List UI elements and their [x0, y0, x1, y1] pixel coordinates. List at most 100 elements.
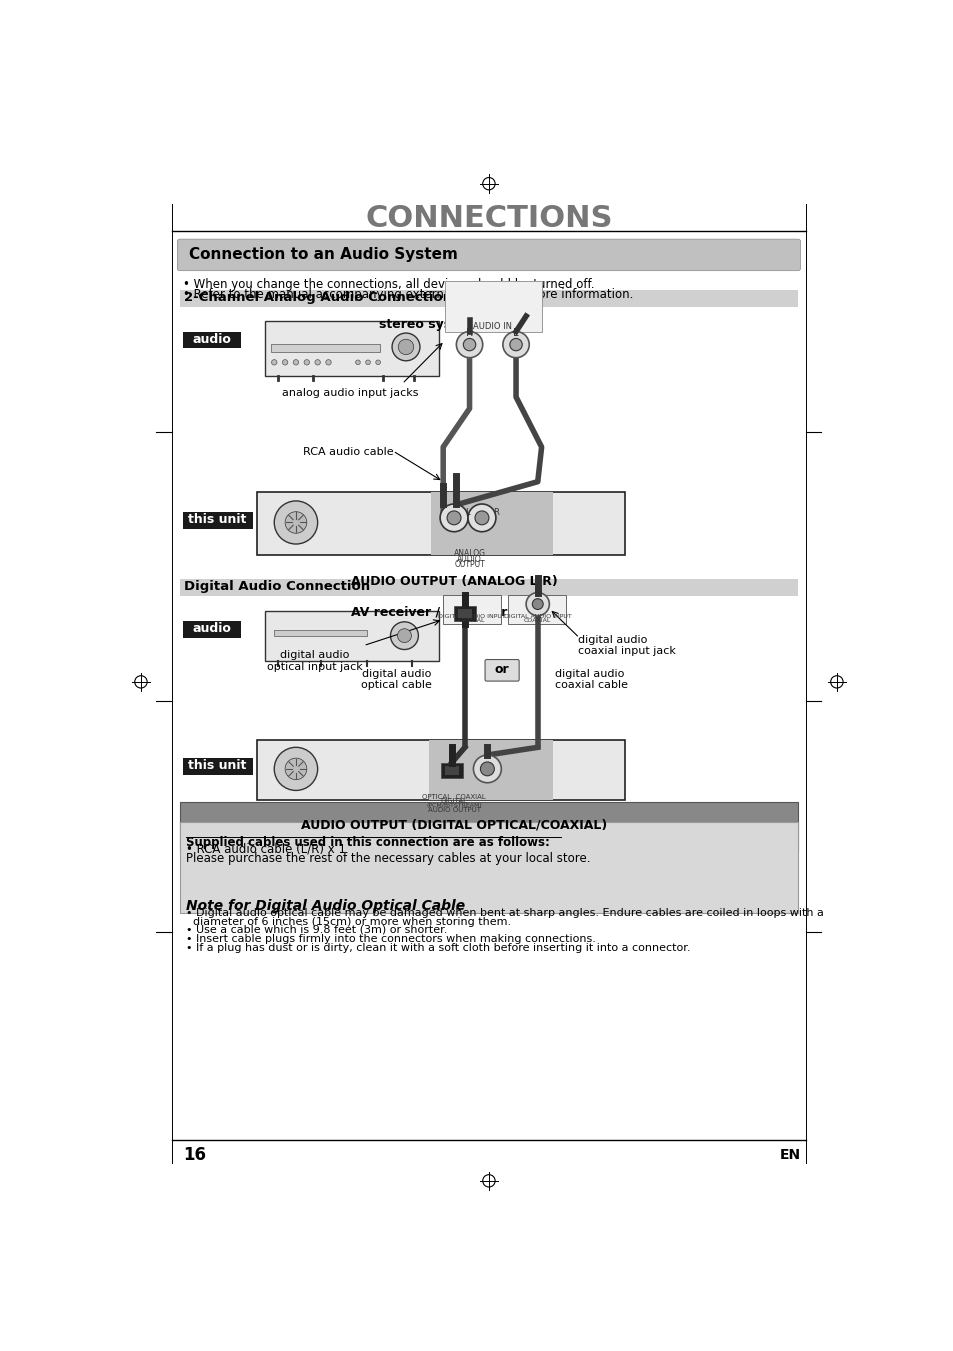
Text: digital audio
optical cable: digital audio optical cable — [361, 669, 432, 690]
Text: digital audio
coaxial input jack: digital audio coaxial input jack — [578, 635, 676, 657]
Text: L: L — [513, 328, 518, 338]
Circle shape — [447, 511, 460, 524]
Text: Digital Audio Connection: Digital Audio Connection — [184, 580, 370, 593]
Text: AUDIO OUTPUT (DIGITAL OPTICAL/COAXIAL): AUDIO OUTPUT (DIGITAL OPTICAL/COAXIAL) — [300, 819, 606, 831]
Text: • If a plug has dust or is dirty, clean it with a soft cloth before inserting it: • If a plug has dust or is dirty, clean … — [186, 943, 690, 952]
Text: ANALOG: ANALOG — [453, 550, 485, 558]
Text: digital audio
coaxial cable: digital audio coaxial cable — [555, 669, 627, 690]
Text: OUTPUT: OUTPUT — [454, 561, 484, 569]
Circle shape — [274, 747, 317, 790]
Bar — [265, 320, 439, 376]
Text: DIGITAL AUDIO INPUT: DIGITAL AUDIO INPUT — [437, 615, 505, 619]
Text: stereo system: stereo system — [379, 317, 478, 331]
Text: or: or — [495, 663, 509, 676]
Text: DIGITAL AUDIO INPUT: DIGITAL AUDIO INPUT — [503, 615, 571, 619]
Circle shape — [282, 359, 288, 365]
Circle shape — [525, 593, 549, 616]
Text: R: R — [466, 328, 473, 338]
Text: this unit: this unit — [189, 513, 247, 526]
Circle shape — [274, 501, 317, 544]
Text: Connection to an Audio System: Connection to an Audio System — [189, 247, 457, 262]
Text: (PCM/BITSTREAM): (PCM/BITSTREAM) — [426, 802, 481, 808]
Text: RCA audio cable: RCA audio cable — [302, 447, 393, 457]
FancyBboxPatch shape — [484, 659, 518, 681]
Bar — [257, 739, 624, 800]
Text: Please purchase the rest of the necessary cables at your local store.: Please purchase the rest of the necessar… — [186, 852, 590, 865]
Bar — [444, 281, 541, 331]
Circle shape — [392, 334, 419, 361]
Circle shape — [304, 359, 309, 365]
Circle shape — [285, 512, 307, 534]
FancyBboxPatch shape — [177, 239, 800, 270]
Bar — [440, 763, 462, 778]
Circle shape — [473, 755, 500, 782]
Bar — [179, 802, 798, 850]
Bar — [508, 594, 566, 624]
Bar — [183, 331, 241, 349]
Text: • Refer to the manual accompanying external devices for more information.: • Refer to the manual accompanying exter… — [183, 288, 633, 301]
Text: 2-Channel Analog Audio Connection: 2-Channel Analog Audio Connection — [184, 290, 452, 304]
Bar — [444, 766, 458, 775]
Bar — [179, 821, 798, 913]
Bar — [179, 290, 798, 307]
Bar — [274, 631, 367, 636]
Circle shape — [272, 359, 276, 365]
Bar — [429, 739, 553, 800]
Bar — [454, 605, 476, 621]
Text: Supplied cables used in this connection are as follows:: Supplied cables used in this connection … — [186, 836, 549, 848]
Text: • When you change the connections, all devices should be turned off.: • When you change the connections, all d… — [183, 277, 594, 290]
Text: AUDIO: AUDIO — [456, 555, 481, 563]
Text: 16: 16 — [183, 1147, 206, 1165]
Bar — [271, 345, 379, 351]
Text: EN: EN — [780, 1148, 801, 1162]
Circle shape — [480, 762, 494, 775]
Circle shape — [365, 359, 370, 365]
Circle shape — [293, 359, 298, 365]
Text: audio: audio — [192, 332, 231, 346]
Circle shape — [532, 598, 542, 609]
Bar — [179, 578, 798, 596]
Text: this unit: this unit — [189, 759, 247, 773]
Text: COAXIAL: COAXIAL — [523, 617, 551, 623]
Text: diameter of 6 inches (15cm) or more when storing them.: diameter of 6 inches (15cm) or more when… — [186, 917, 511, 927]
Text: OPTICAL: OPTICAL — [458, 617, 485, 623]
Circle shape — [355, 359, 360, 365]
Text: AUDIO IN: AUDIO IN — [473, 322, 512, 331]
Text: CONNECTIONS: CONNECTIONS — [365, 204, 612, 232]
Circle shape — [314, 359, 320, 365]
Circle shape — [468, 504, 496, 532]
Text: AUDIO OUTPUT (ANALOG L/R): AUDIO OUTPUT (ANALOG L/R) — [351, 574, 557, 588]
Circle shape — [502, 331, 529, 358]
Text: Note for Digital Audio Optical Cable: Note for Digital Audio Optical Cable — [186, 898, 464, 913]
Circle shape — [390, 621, 418, 650]
Circle shape — [375, 359, 380, 365]
Text: • Digital audio optical cable may be damaged when bent at sharp angles. Endure c: • Digital audio optical cable may be dam… — [186, 908, 822, 919]
Circle shape — [397, 628, 411, 643]
Circle shape — [456, 331, 482, 358]
Circle shape — [475, 511, 488, 524]
Text: • Use a cable which is 9.8 feet (3m) or shorter.: • Use a cable which is 9.8 feet (3m) or … — [186, 924, 447, 935]
Bar — [183, 621, 241, 638]
Text: audio: audio — [192, 623, 231, 635]
Text: AV receiver / amplifier: AV receiver / amplifier — [351, 607, 507, 619]
Bar — [443, 594, 500, 624]
Bar — [183, 758, 253, 775]
Text: OPTICAL  COAXIAL: OPTICAL COAXIAL — [422, 793, 485, 800]
Circle shape — [397, 339, 414, 354]
Bar — [257, 492, 624, 555]
Text: AUDIO OUTPUT: AUDIO OUTPUT — [427, 808, 480, 813]
Text: L: L — [464, 508, 469, 517]
Text: • Insert cable plugs firmly into the connectors when making connections.: • Insert cable plugs firmly into the con… — [186, 934, 596, 943]
Circle shape — [439, 504, 468, 532]
Circle shape — [463, 339, 476, 351]
Text: digital audio
optical input jack: digital audio optical input jack — [267, 650, 362, 671]
Circle shape — [509, 339, 521, 351]
Text: analog audio input jacks: analog audio input jacks — [282, 388, 418, 397]
Bar — [183, 512, 253, 528]
Bar — [457, 609, 472, 617]
Bar — [431, 492, 553, 555]
Bar — [265, 611, 439, 661]
Circle shape — [325, 359, 331, 365]
Text: R: R — [493, 508, 498, 517]
Circle shape — [285, 758, 307, 780]
